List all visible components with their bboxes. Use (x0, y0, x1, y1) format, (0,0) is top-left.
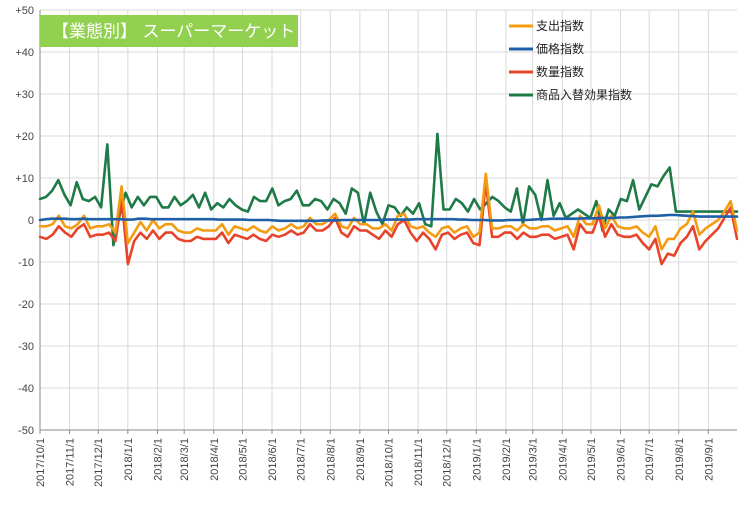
x-tick-label: 2018/12/1 (442, 438, 454, 487)
series-line-0 (38, 172, 739, 251)
y-tick-label: -40 (18, 383, 34, 395)
series-line-1 (38, 213, 739, 223)
x-tick-label: 2019/7/1 (644, 438, 656, 481)
x-tick-label: 2018/1/1 (123, 438, 135, 481)
y-tick-label: -10 (18, 257, 34, 269)
x-tick-label: 2018/3/1 (179, 438, 191, 481)
y-tick-label: -20 (18, 299, 34, 311)
x-tick-label: 2017/10/1 (35, 438, 47, 487)
x-tick-label: 2018/6/1 (267, 438, 279, 481)
chart-title: 【業態別】 スーパーマーケット (52, 22, 295, 42)
series-line-2 (38, 180, 739, 266)
y-tick-label: 0 (28, 215, 34, 227)
x-tick-label: 2017/11/1 (65, 438, 77, 486)
legend-label-0: 支出指数 (536, 18, 584, 33)
y-tick-label: +40 (15, 47, 34, 59)
x-tick-label: 2019/4/1 (557, 438, 569, 481)
series-line-3 (38, 132, 739, 247)
x-tick-label: 2018/4/1 (209, 438, 221, 481)
x-tick-label: 2018/5/1 (237, 438, 249, 481)
x-tick-label: 2018/10/1 (384, 438, 396, 487)
x-tick-label: 2018/7/1 (296, 438, 308, 481)
x-tick-label: 2019/6/1 (616, 438, 628, 481)
x-tick-label: 2018/2/1 (152, 438, 164, 481)
x-tick-label: 2019/3/1 (528, 438, 540, 481)
y-tick-label: +50 (15, 5, 34, 17)
chart-title-background (40, 15, 298, 47)
y-tick-label: +10 (15, 173, 34, 185)
x-tick-label: 2018/8/1 (325, 438, 337, 481)
legend-label-1: 価格指数 (536, 41, 584, 56)
x-tick-label: 2019/1/1 (471, 438, 483, 481)
x-tick-label: 2018/9/1 (355, 438, 367, 481)
chart-title-box: 【業態別】 スーパーマーケット (40, 15, 298, 47)
series-lines (38, 132, 739, 266)
y-axis-ticks: +50 +40 +30 +20 +10 0 -10 -20 -30 -40 -50 (15, 5, 34, 437)
x-tick-label: 2017/12/1 (93, 438, 105, 487)
y-tick-label: +30 (15, 89, 34, 101)
x-tick-label: 2018/11/1 (413, 438, 425, 486)
y-tick-label: -50 (18, 425, 34, 437)
y-tick-label: -30 (18, 341, 34, 353)
legend-label-3: 商品入替効果指数 (536, 87, 632, 102)
legend-label-2: 数量指数 (536, 64, 584, 79)
x-tick-label: 2019/8/1 (674, 438, 686, 481)
x-tick-label: 2019/9/1 (703, 438, 715, 481)
x-tick-label: 2019/2/1 (501, 438, 513, 481)
y-tick-label: +20 (15, 131, 34, 143)
x-tick-label: 2019/5/1 (586, 438, 598, 481)
x-axis-ticks: 2017/10/1 2017/11/1 2017/12/1 2018/1/1 2018/… (35, 430, 715, 487)
